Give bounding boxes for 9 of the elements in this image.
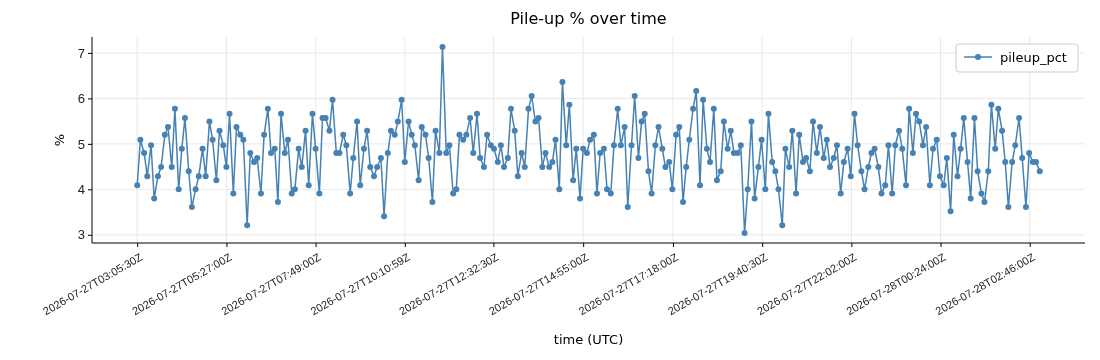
y-tick-label: 6 (77, 91, 85, 107)
y-tick-label: 4 (77, 182, 85, 197)
y-tick-label: 3 (77, 227, 85, 243)
y-tick-label: 7 (77, 45, 85, 61)
x-axis-title: time (UTC) (553, 332, 624, 347)
legend-label: pileup_pct (1000, 49, 1067, 65)
y-axis-title: % (52, 133, 67, 147)
y-tick-label: 5 (77, 136, 85, 152)
chart-title: Pile-up % over time (510, 9, 667, 28)
